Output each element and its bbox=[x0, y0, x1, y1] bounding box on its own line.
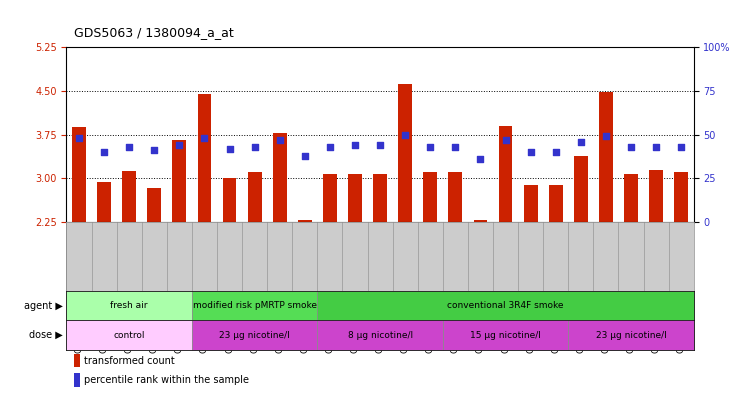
Bar bbox=[123, 171, 136, 222]
Point bbox=[399, 131, 411, 138]
Point bbox=[500, 137, 511, 143]
Point bbox=[148, 147, 160, 154]
Point bbox=[324, 144, 336, 150]
Text: control: control bbox=[114, 331, 145, 340]
Bar bbox=[675, 173, 688, 222]
Point bbox=[123, 144, 135, 150]
Point bbox=[600, 133, 612, 140]
Text: 23 µg nicotine/l: 23 µg nicotine/l bbox=[219, 331, 290, 340]
Bar bbox=[192, 291, 317, 320]
Text: modified risk pMRTP smoke: modified risk pMRTP smoke bbox=[193, 301, 317, 310]
Text: fresh air: fresh air bbox=[111, 301, 148, 310]
Point bbox=[374, 142, 386, 148]
Bar bbox=[599, 92, 613, 222]
Text: GDS5063 / 1380094_a_at: GDS5063 / 1380094_a_at bbox=[74, 26, 233, 39]
Bar bbox=[223, 178, 236, 222]
Text: 8 µg nicotine/l: 8 µg nicotine/l bbox=[348, 331, 413, 340]
Text: 23 µg nicotine/l: 23 µg nicotine/l bbox=[596, 331, 666, 340]
Point bbox=[349, 142, 361, 148]
Bar bbox=[373, 174, 387, 222]
Point bbox=[249, 144, 261, 150]
Point bbox=[73, 135, 85, 141]
Bar bbox=[549, 185, 562, 222]
Point bbox=[525, 149, 537, 155]
Text: percentile rank within the sample: percentile rank within the sample bbox=[84, 375, 249, 385]
Bar bbox=[568, 320, 694, 350]
Point bbox=[98, 149, 110, 155]
Bar bbox=[424, 173, 437, 222]
Text: conventional 3R4F smoke: conventional 3R4F smoke bbox=[447, 301, 564, 310]
Text: 15 µg nicotine/l: 15 µg nicotine/l bbox=[470, 331, 541, 340]
Bar bbox=[198, 94, 211, 222]
Point bbox=[199, 135, 210, 141]
Point bbox=[625, 144, 637, 150]
Point bbox=[274, 137, 286, 143]
Bar bbox=[298, 220, 311, 222]
Bar bbox=[443, 320, 568, 350]
Bar bbox=[148, 188, 161, 222]
Bar bbox=[323, 174, 337, 222]
Bar bbox=[317, 291, 694, 320]
Bar bbox=[192, 320, 317, 350]
Point bbox=[675, 144, 687, 150]
Point bbox=[550, 149, 562, 155]
Bar bbox=[499, 126, 512, 222]
Bar bbox=[66, 320, 192, 350]
Bar bbox=[474, 220, 487, 222]
Bar bbox=[173, 140, 186, 222]
Point bbox=[224, 145, 235, 152]
Bar bbox=[624, 174, 638, 222]
Bar bbox=[74, 354, 80, 367]
Bar bbox=[97, 182, 111, 222]
Point bbox=[650, 144, 662, 150]
Bar bbox=[72, 127, 86, 222]
Point bbox=[575, 138, 587, 145]
Bar bbox=[66, 291, 192, 320]
Bar bbox=[74, 373, 80, 387]
Bar bbox=[649, 170, 663, 222]
Point bbox=[475, 156, 486, 162]
Bar bbox=[399, 84, 412, 222]
Bar bbox=[348, 174, 362, 222]
Text: transformed count: transformed count bbox=[84, 356, 175, 365]
Point bbox=[424, 144, 436, 150]
Text: agent ▶: agent ▶ bbox=[24, 301, 63, 310]
Text: dose ▶: dose ▶ bbox=[29, 330, 63, 340]
Bar bbox=[574, 156, 587, 222]
Bar bbox=[317, 320, 443, 350]
Point bbox=[299, 152, 311, 159]
Bar bbox=[449, 173, 462, 222]
Point bbox=[173, 142, 185, 148]
Point bbox=[449, 144, 461, 150]
Bar bbox=[524, 185, 537, 222]
Bar bbox=[248, 173, 261, 222]
Bar bbox=[273, 133, 286, 222]
